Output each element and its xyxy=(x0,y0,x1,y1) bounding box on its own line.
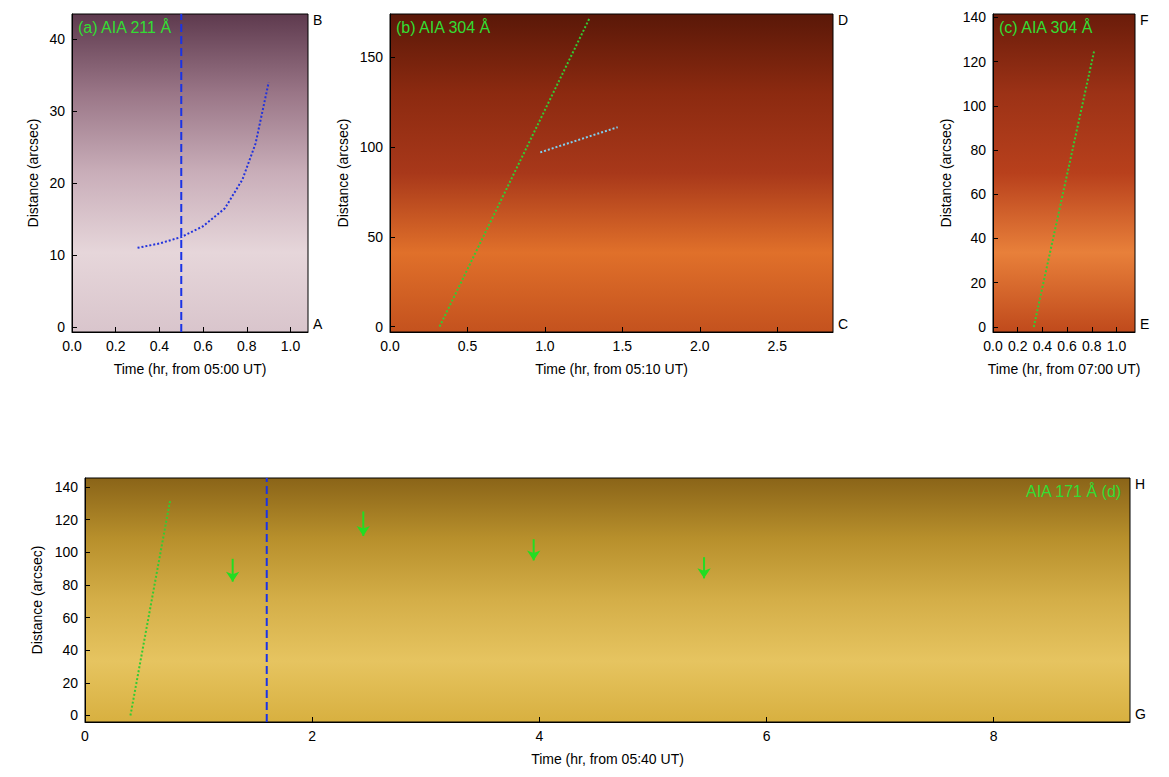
svg-text:Distance (arcsec): Distance (arcsec) xyxy=(938,119,954,228)
svg-text:0: 0 xyxy=(978,319,986,335)
svg-text:C: C xyxy=(838,316,848,332)
svg-text:0: 0 xyxy=(70,707,78,723)
svg-text:1.0: 1.0 xyxy=(535,338,555,354)
svg-text:H: H xyxy=(1135,476,1145,492)
svg-text:0.0: 0.0 xyxy=(983,338,1003,354)
svg-text:40: 40 xyxy=(49,31,65,47)
svg-text:Time (hr, from 05:40 UT): Time (hr, from 05:40 UT) xyxy=(531,751,684,767)
svg-text:0.8: 0.8 xyxy=(237,338,257,354)
svg-text:D: D xyxy=(838,12,848,28)
svg-text:2.5: 2.5 xyxy=(768,338,788,354)
svg-text:8: 8 xyxy=(990,728,998,744)
svg-text:Distance (arcsec): Distance (arcsec) xyxy=(335,119,351,228)
svg-text:20: 20 xyxy=(49,175,65,191)
svg-text:4: 4 xyxy=(535,728,543,744)
svg-text:(c) AIA 304 Å: (c) AIA 304 Å xyxy=(999,18,1093,36)
svg-text:120: 120 xyxy=(963,54,987,70)
svg-text:Distance (arcsec): Distance (arcsec) xyxy=(25,119,41,228)
svg-text:0.8: 0.8 xyxy=(1082,338,1102,354)
svg-text:A: A xyxy=(313,316,323,332)
svg-text:60: 60 xyxy=(970,186,986,202)
svg-text:Time (hr, from 07:00 UT): Time (hr, from 07:00 UT) xyxy=(988,361,1141,377)
svg-text:30: 30 xyxy=(49,103,65,119)
svg-text:0.4: 0.4 xyxy=(1033,338,1053,354)
svg-text:120: 120 xyxy=(55,512,79,528)
svg-text:0: 0 xyxy=(81,728,89,744)
svg-text:E: E xyxy=(1140,316,1149,332)
svg-text:0.0: 0.0 xyxy=(380,338,400,354)
svg-text:B: B xyxy=(313,12,322,28)
svg-text:0: 0 xyxy=(375,319,383,335)
svg-text:140: 140 xyxy=(963,9,987,25)
svg-text:Time (hr, from 05:10 UT): Time (hr, from 05:10 UT) xyxy=(535,361,688,377)
svg-text:0.2: 0.2 xyxy=(1008,338,1028,354)
svg-text:AIA 171 Å (d): AIA 171 Å (d) xyxy=(1026,482,1121,500)
svg-text:0.0: 0.0 xyxy=(62,338,82,354)
svg-text:0.6: 0.6 xyxy=(1057,338,1077,354)
svg-text:100: 100 xyxy=(963,98,987,114)
svg-text:20: 20 xyxy=(970,275,986,291)
svg-text:1.0: 1.0 xyxy=(281,338,301,354)
svg-text:20: 20 xyxy=(62,675,78,691)
svg-text:(a) AIA 211 Å: (a) AIA 211 Å xyxy=(78,18,171,36)
svg-text:40: 40 xyxy=(970,230,986,246)
svg-text:6: 6 xyxy=(763,728,771,744)
svg-text:0.5: 0.5 xyxy=(458,338,478,354)
svg-text:100: 100 xyxy=(360,139,384,155)
svg-text:(b) AIA 304 Å: (b) AIA 304 Å xyxy=(396,18,491,36)
svg-text:140: 140 xyxy=(55,479,79,495)
svg-text:F: F xyxy=(1140,12,1149,28)
svg-text:40: 40 xyxy=(62,642,78,658)
svg-text:80: 80 xyxy=(62,577,78,593)
svg-text:0.2: 0.2 xyxy=(106,338,126,354)
svg-text:0.4: 0.4 xyxy=(150,338,170,354)
svg-text:2.0: 2.0 xyxy=(690,338,710,354)
svg-text:80: 80 xyxy=(970,142,986,158)
svg-text:0.6: 0.6 xyxy=(193,338,213,354)
svg-text:150: 150 xyxy=(360,49,384,65)
svg-text:G: G xyxy=(1135,706,1146,722)
svg-text:100: 100 xyxy=(55,544,79,560)
svg-text:Time (hr, from 05:00 UT): Time (hr, from 05:00 UT) xyxy=(114,361,267,377)
svg-text:1.0: 1.0 xyxy=(1107,338,1127,354)
svg-text:60: 60 xyxy=(62,610,78,626)
svg-text:2: 2 xyxy=(308,728,316,744)
svg-text:Distance (arcsec): Distance (arcsec) xyxy=(29,546,45,655)
svg-text:50: 50 xyxy=(367,229,383,245)
svg-text:0: 0 xyxy=(57,319,65,335)
svg-text:10: 10 xyxy=(49,247,65,263)
svg-text:1.5: 1.5 xyxy=(613,338,633,354)
